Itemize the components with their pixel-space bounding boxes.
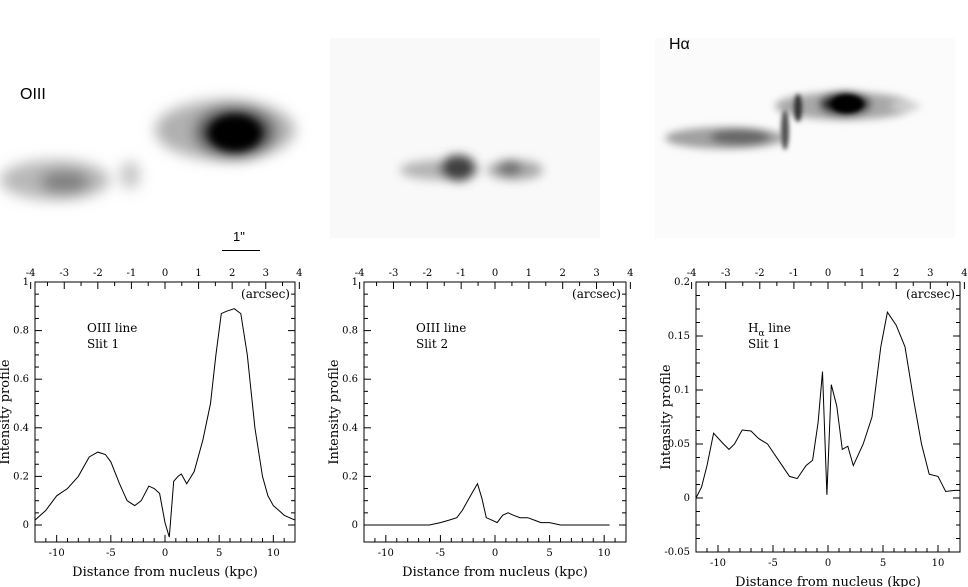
plot-frame <box>695 281 961 553</box>
x-tick-label: -5 <box>436 548 446 559</box>
top-tick-label: 4 <box>296 268 302 279</box>
top-tick-label: 3 <box>593 268 599 279</box>
x-axis-label: Distance from nucleus (kpc) <box>402 565 588 580</box>
x-tick-label: 10 <box>267 548 280 559</box>
x-tick-label: 10 <box>598 548 611 559</box>
top-tick-label: 3 <box>927 268 933 279</box>
top-axis-label: (arcsec) <box>906 287 955 301</box>
top-axis-label: (arcsec) <box>241 287 290 301</box>
top-tick-label: -1 <box>456 268 466 279</box>
x-tick-label: 0 <box>492 548 498 559</box>
annotation-line: Slit 2 <box>416 337 448 351</box>
y-tick-label: 0.1 <box>674 385 690 396</box>
x-tick-label: -10 <box>710 558 726 569</box>
x-tick-label: 5 <box>880 558 886 569</box>
top-tick-label: 0 <box>825 268 831 279</box>
y-tick-label: 0.4 <box>342 423 358 434</box>
x-tick-label: -5 <box>768 558 778 569</box>
oiii-slit2-image <box>330 38 600 238</box>
y-tick-label: 0 <box>352 520 358 531</box>
y-tick-label: 0.2 <box>342 471 358 482</box>
top-tick-label: 2 <box>559 268 565 279</box>
top-tick-label: 4 <box>961 268 967 279</box>
y-axis-label: Intensity profile <box>327 359 342 465</box>
oiii-image-label: OIII <box>20 86 46 103</box>
y-tick-label: 0.2 <box>13 471 29 482</box>
x-tick-label: 10 <box>932 558 945 569</box>
y-tick-label: 0 <box>23 520 29 531</box>
x-tick-label: 5 <box>216 548 222 559</box>
top-tick-label: -3 <box>389 268 399 279</box>
series-line <box>34 308 296 538</box>
annotation-line: Hα line <box>748 321 791 339</box>
top-tick-label: 4 <box>627 268 633 279</box>
y-tick-label: 0 <box>684 493 690 504</box>
x-tick-label: -10 <box>378 548 394 559</box>
series-line <box>369 482 610 526</box>
scale-bar-label: 1" <box>233 229 245 244</box>
halpha-slit1-image <box>655 38 955 238</box>
top-tick-label: -3 <box>59 268 69 279</box>
x-axis-label: Distance from nucleus (kpc) <box>735 575 921 587</box>
y-tick-label: 0.6 <box>342 374 358 385</box>
annotation-line: OIII line <box>416 321 466 335</box>
x-tick-label: 0 <box>162 548 168 559</box>
x-tick-label: -5 <box>106 548 116 559</box>
top-axis-label: (arcsec) <box>572 287 621 301</box>
y-tick-label: 0.6 <box>13 374 29 385</box>
oiii-slit1-image <box>0 100 295 200</box>
top-tick-label: 0 <box>162 268 168 279</box>
top-tick-label: 3 <box>263 268 269 279</box>
y-tick-label: -0.05 <box>664 547 690 558</box>
y-tick-label: 0.8 <box>342 326 358 337</box>
top-tick-label: 2 <box>893 268 899 279</box>
top-tick-label: 0 <box>492 268 498 279</box>
y-axis-label: Intensity profile <box>659 364 674 470</box>
series-line <box>695 310 960 499</box>
annotation-line: Slit 1 <box>87 337 119 351</box>
top-tick-label: -4 <box>687 268 697 279</box>
halpha-image-label: Hα <box>669 36 690 53</box>
annotation-line: OIII line <box>87 321 137 335</box>
top-tick-label: 2 <box>229 268 235 279</box>
top-tick-label: -2 <box>755 268 765 279</box>
top-tick-label: 1 <box>526 268 532 279</box>
top-tick-label: -4 <box>355 268 365 279</box>
top-tick-label: -4 <box>26 268 36 279</box>
x-tick-label: 5 <box>546 548 552 559</box>
y-tick-label: 0.8 <box>13 326 29 337</box>
x-tick-label: 0 <box>825 558 831 569</box>
x-tick-label: -10 <box>49 548 65 559</box>
scale-bar <box>222 250 260 251</box>
top-tick-label: -1 <box>127 268 137 279</box>
top-tick-label: -2 <box>422 268 432 279</box>
x-axis-label: Distance from nucleus (kpc) <box>72 565 258 580</box>
y-tick-label: 0.05 <box>668 439 690 450</box>
y-tick-label: 0.4 <box>13 423 29 434</box>
top-tick-label: -2 <box>93 268 103 279</box>
annotation-line: Slit 1 <box>748 337 780 351</box>
y-tick-label: 1 <box>23 277 29 288</box>
y-tick-label: 0.2 <box>674 277 690 288</box>
top-tick-label: -1 <box>789 268 799 279</box>
y-axis-label: Intensity profile <box>0 359 13 465</box>
top-tick-label: -3 <box>721 268 731 279</box>
top-tick-label: 1 <box>859 268 865 279</box>
y-tick-label: 1 <box>352 277 358 288</box>
y-tick-label: 0.15 <box>668 331 690 342</box>
top-tick-label: 1 <box>195 268 201 279</box>
